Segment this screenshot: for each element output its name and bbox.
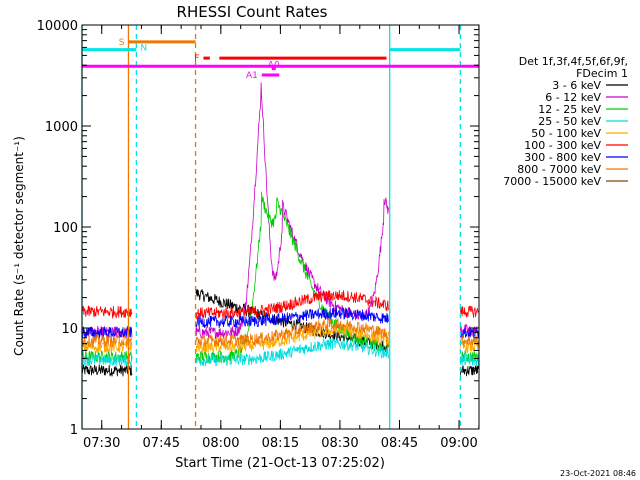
series-line-5 [81, 290, 480, 320]
legend-header-1: FDecim 1 [576, 67, 628, 80]
y-tick-label-3: 1000 [45, 120, 78, 135]
legend-label-0: 3 - 6 keV [552, 79, 601, 92]
x-tick-label-4: 08:30 [321, 436, 358, 451]
flag-label-0: S [119, 38, 125, 48]
legend: Det 1f,3f,4f,5f,6f,9f,FDecim 13 - 6 keV6… [503, 55, 628, 188]
legend-label-4: 50 - 100 keV [531, 127, 601, 140]
x-tick-label-3: 08:15 [262, 436, 299, 451]
legend-label-1: 6 - 12 keV [545, 91, 601, 104]
flag-label-1: N [140, 44, 147, 54]
series-line-3 [81, 337, 480, 367]
chart-title: RHESSI Count Rates [177, 3, 328, 21]
x-tick-label-6: 09:00 [440, 436, 477, 451]
y-tick-label-2: 100 [53, 221, 78, 236]
legend-label-8: 7000 - 15000 keV [503, 175, 601, 188]
legend-label-7: 800 - 7000 keV [517, 163, 601, 176]
legend-label-3: 25 - 50 keV [538, 115, 601, 128]
legend-header-0: Det 1f,3f,4f,5f,6f,9f, [519, 55, 628, 68]
x-tick-label-5: 08:45 [381, 436, 418, 451]
x-tick-label-2: 08:00 [202, 436, 239, 451]
y-tick-label-0: 1 [70, 423, 78, 438]
legend-label-5: 100 - 300 keV [524, 139, 601, 152]
x-axis: 07:30 07:45 08:00 08:15 08:30 08:45 09:00 [83, 25, 480, 451]
y-tick-label-4: 10000 [37, 19, 78, 34]
series-line-7 [81, 317, 480, 348]
legend-label-2: 12 - 25 keV [538, 103, 601, 116]
flag-label-3: F [194, 54, 199, 64]
x-tick-label-0: 07:30 [83, 436, 120, 451]
legend-label-6: 300 - 800 keV [524, 151, 601, 164]
flag-label-6: A1 [246, 71, 258, 81]
y-tick-label-1: 10 [61, 322, 78, 337]
timestamp: 23-Oct-2021 08:46 [560, 469, 636, 478]
flag-label-7: A0 [268, 61, 280, 71]
y-axis: 1 10 100 1000 10000 [37, 19, 479, 438]
x-tick-label-1: 07:45 [143, 436, 180, 451]
y-axis-label: Count Rate (s⁻¹ detector segment⁻¹) [12, 136, 26, 356]
x-axis-label: Start Time (21-Oct-13 07:25:02) [175, 456, 385, 471]
